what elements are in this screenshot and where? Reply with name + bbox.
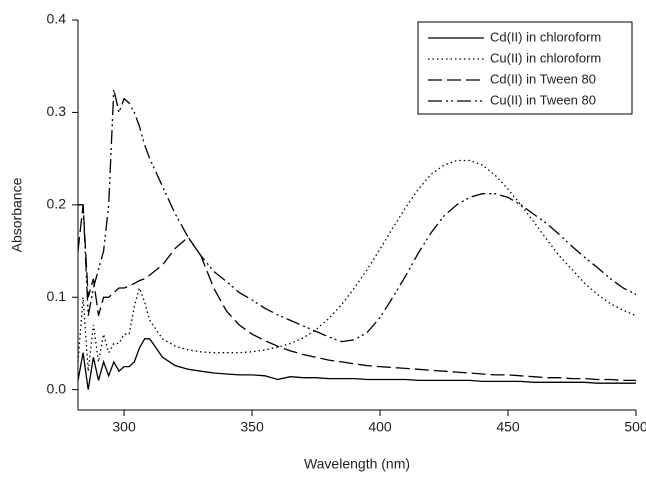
data-line [77, 204, 636, 382]
x-tick-label: 500 [624, 419, 646, 435]
y-tick-label: 0.4 [47, 11, 67, 27]
x-tick-label: 300 [112, 419, 136, 435]
y-tick-label: 0.3 [47, 103, 67, 119]
data-line [77, 159, 637, 372]
y-axis-label: Absorbance [9, 177, 25, 252]
data-line [77, 338, 636, 390]
x-axis-label: Wavelength (nm) [304, 456, 410, 472]
y-tick-label: 0.1 [47, 288, 67, 304]
legend-label: Cd(II) in Tween 80 [490, 71, 596, 86]
legend-label: Cu(II) in chloroform [490, 50, 601, 65]
legend-label: Cd(II) in chloroform [490, 29, 601, 44]
legend: Cd(II) in chloroform Cu(II) in chloroform… [417, 21, 633, 115]
legend-box [417, 21, 633, 115]
legend-label: Cu(II) in Tween 80 [490, 92, 596, 107]
x-tick-label: 450 [496, 419, 520, 435]
data-line [78, 89, 637, 343]
y-tick-label: 0.2 [47, 196, 67, 212]
x-tick-label: 400 [368, 419, 392, 435]
y-tick-label: 0.0 [47, 380, 67, 396]
x-tick-label: 350 [240, 419, 264, 435]
